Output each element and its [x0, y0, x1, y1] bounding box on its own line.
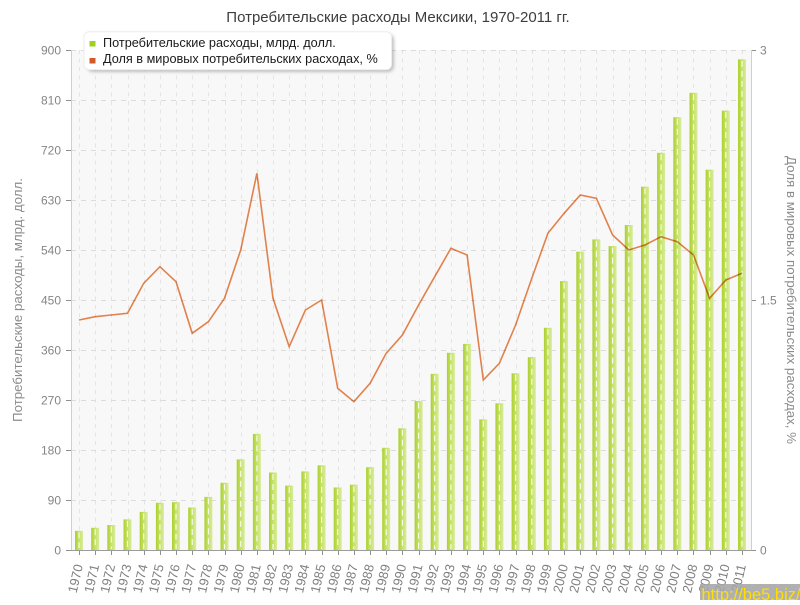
- svg-text:810: 810: [41, 94, 61, 108]
- svg-text:http://be5.biz/: http://be5.biz/: [702, 586, 800, 600]
- svg-text:Доля в мировых потребительских: Доля в мировых потребительских расходах,…: [103, 52, 378, 66]
- svg-text:Доля в мировых потребительских: Доля в мировых потребительских расходах,…: [784, 156, 799, 444]
- svg-text:720: 720: [41, 144, 61, 158]
- svg-text:0: 0: [760, 544, 767, 558]
- svg-text:1.5: 1.5: [760, 294, 777, 308]
- svg-text:360: 360: [41, 344, 61, 358]
- svg-text:450: 450: [41, 294, 61, 308]
- svg-text:Потребительские расходы Мексик: Потребительские расходы Мексики, 1970-20…: [226, 9, 569, 26]
- svg-text:270: 270: [41, 394, 61, 408]
- svg-text:900: 900: [41, 44, 61, 58]
- svg-text:3: 3: [760, 44, 767, 58]
- svg-text:Потребительские расходы, млрд.: Потребительские расходы, млрд. долл.: [103, 36, 336, 50]
- svg-text:Потребительские расходы, млрд.: Потребительские расходы, млрд. долл.: [10, 178, 25, 422]
- svg-text:0: 0: [54, 544, 61, 558]
- svg-text:630: 630: [41, 194, 61, 208]
- svg-text:90: 90: [48, 494, 62, 508]
- svg-text:540: 540: [41, 244, 61, 258]
- svg-text:180: 180: [41, 444, 61, 458]
